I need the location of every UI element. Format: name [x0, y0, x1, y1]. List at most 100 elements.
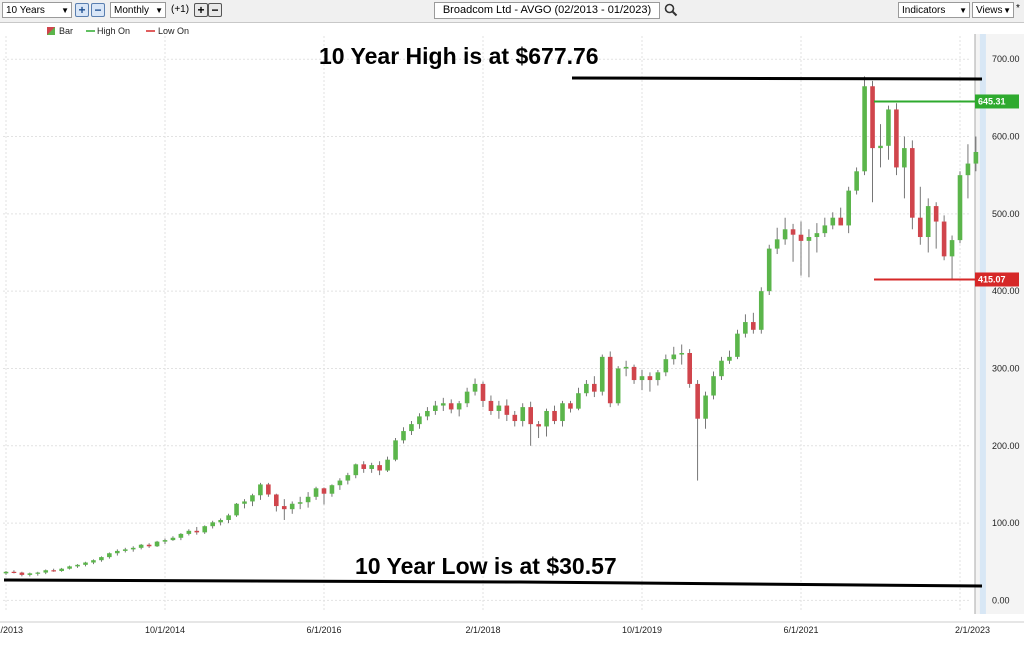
chart-toolbar: 10 Years ▼ + − Monthly ▼ (+1) + − Broadc… [0, 0, 1024, 23]
interval-select[interactable]: Monthly ▼ [110, 2, 166, 18]
candle-body [639, 376, 645, 381]
candle-body [576, 393, 581, 409]
candle-body [949, 240, 955, 257]
candle-body [751, 322, 756, 330]
high-price-tag [975, 94, 1019, 109]
candle-body [695, 383, 700, 419]
zoom-in-button[interactable]: + [75, 3, 89, 17]
y-tick-label: 100.00 [992, 518, 1020, 528]
candle-body [115, 550, 120, 554]
candle-body [472, 383, 478, 392]
candle-body [846, 190, 851, 226]
low-price-tag [975, 272, 1019, 287]
candle-body [488, 400, 494, 411]
annotation-low-text: 10 Year Low is at $30.57 [355, 553, 617, 579]
candle-body [886, 109, 891, 146]
candle-body [313, 488, 319, 497]
current-bar-highlight [979, 34, 986, 614]
low-price-tag-label: 415.07 [978, 274, 1006, 284]
candle-body [743, 322, 748, 334]
candle-body [242, 501, 247, 504]
candle-body [663, 359, 669, 373]
candle-body [218, 519, 223, 523]
candle-body [329, 485, 335, 494]
candle-body [321, 488, 327, 494]
candle-body [512, 414, 518, 422]
x-tick-label: 6/1/2016 [306, 625, 341, 635]
candle-body [536, 424, 541, 427]
candle-body [480, 383, 486, 401]
offset-decrease-button[interactable]: − [208, 3, 222, 17]
candle-body [544, 410, 549, 427]
candle-body [647, 376, 653, 381]
candle-body [297, 502, 303, 504]
candle-body [894, 109, 899, 168]
candle-body [806, 237, 812, 241]
candle-body [266, 484, 271, 495]
offset-increase-button[interactable]: + [194, 3, 208, 17]
candle-body [790, 229, 796, 235]
candle-body [456, 403, 462, 410]
indicators-select[interactable]: Indicators ▼ [898, 2, 970, 18]
y-tick-label: 700.00 [992, 54, 1020, 64]
annotation-high-text: 10 Year High is at $677.76 [319, 43, 599, 69]
candle-body [130, 547, 136, 550]
candle-body [623, 366, 629, 369]
candle-body [917, 217, 923, 238]
x-tick-label: 10/1/2019 [622, 625, 662, 635]
candle-body [59, 568, 64, 572]
candle-body [798, 234, 804, 241]
candle-body [814, 233, 820, 238]
candle-body [19, 572, 25, 575]
candle-body [369, 465, 374, 469]
y-tick-label: 200.00 [992, 441, 1020, 451]
candle-body [496, 405, 502, 411]
legend-bar-swatch-down [47, 27, 55, 35]
symbol-title-field[interactable]: Broadcom Ltd - AVGO (02/2013 - 01/2023) [434, 2, 660, 19]
legend-label-bar: Bar [59, 26, 73, 36]
views-select[interactable]: Views ▼ [972, 2, 1014, 18]
candle-body [186, 530, 192, 534]
zoom-out-button[interactable]: − [91, 3, 105, 17]
candle-body [878, 145, 883, 149]
candle-body [735, 333, 740, 357]
candle-body [679, 352, 685, 355]
candle-body [615, 368, 621, 404]
candle-body [838, 217, 844, 226]
candle-body [448, 403, 454, 410]
candle-body [440, 403, 446, 406]
candle-body [401, 431, 406, 441]
y-tick-label: 600.00 [992, 132, 1020, 142]
period-select[interactable]: 10 Years ▼ [2, 2, 72, 18]
candle-body [305, 496, 311, 503]
y-tick-label: 500.00 [992, 209, 1020, 219]
candle-body [11, 571, 17, 573]
interval-offset: (+1) [171, 4, 190, 15]
candle-body [234, 503, 239, 516]
candle-body [226, 515, 231, 520]
candle-body [154, 541, 160, 547]
candle-body [99, 557, 104, 561]
candle-body [910, 148, 915, 218]
x-tick-label: 2/1/2023 [955, 625, 990, 635]
candle-body [3, 571, 9, 574]
candle-body [631, 366, 637, 381]
annotation-high-line [571, 76, 983, 81]
candle-body [655, 372, 661, 381]
search-icon[interactable] [664, 3, 678, 17]
candle-body [902, 148, 907, 168]
candle-body [138, 544, 144, 548]
candle-body [941, 221, 947, 257]
candle-body [862, 86, 867, 172]
candle-body [433, 405, 438, 411]
chevron-down-icon: ▼ [959, 6, 967, 15]
candle-body [568, 403, 573, 409]
y-tick-label: 400.00 [992, 286, 1020, 296]
candle-body [830, 217, 836, 226]
candle-body [417, 416, 422, 425]
candle-body [43, 570, 49, 573]
candle-body [854, 171, 859, 191]
x-tick-label: 2/1/2013 [0, 625, 23, 635]
candle-body [162, 540, 168, 542]
